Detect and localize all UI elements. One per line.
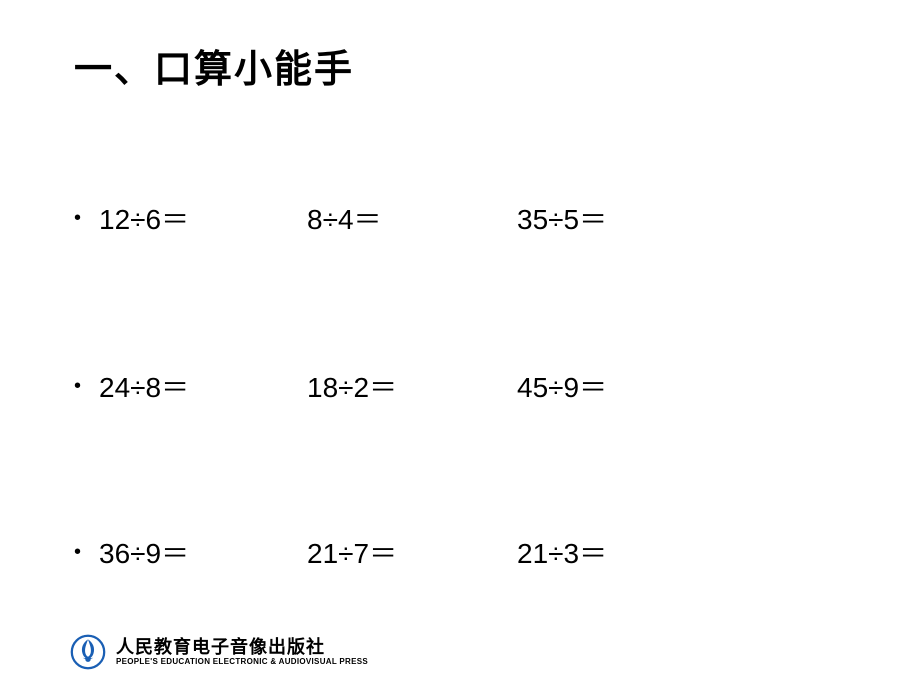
publisher-name-cn: 人民教育电子音像出版社 [116, 638, 368, 658]
bullet-icon: • [74, 207, 81, 230]
bullet-icon: • [74, 375, 81, 398]
publisher-text: 人民教育电子音像出版社 PEOPLE'S EDUCATION ELECTRONI… [116, 638, 368, 667]
equation-row: • 24÷8＝ 18÷2＝ 45÷9＝ [74, 366, 607, 406]
bullet-icon: • [74, 541, 81, 564]
equation: 21÷7＝ [307, 532, 517, 572]
equation-row: • 12÷6＝ 8÷4＝ 35÷5＝ [74, 198, 607, 238]
page-title: 一、口算小能手 [74, 38, 354, 93]
equation-row: • 36÷9＝ 21÷7＝ 21÷3＝ [74, 532, 607, 572]
publisher-footer: 人民教育电子音像出版社 PEOPLE'S EDUCATION ELECTRONI… [70, 634, 368, 670]
equation: 24÷8＝ [99, 366, 307, 406]
equation: 36÷9＝ [99, 532, 307, 572]
equation: 12÷6＝ [99, 198, 307, 238]
equation: 35÷5＝ [517, 198, 607, 238]
equation: 21÷3＝ [517, 532, 607, 572]
publisher-name-en: PEOPLE'S EDUCATION ELECTRONIC & AUDIOVIS… [116, 658, 368, 667]
equation: 18÷2＝ [307, 366, 517, 406]
equation: 8÷4＝ [307, 198, 517, 238]
equation: 45÷9＝ [517, 366, 607, 406]
publisher-logo-icon [70, 634, 106, 670]
